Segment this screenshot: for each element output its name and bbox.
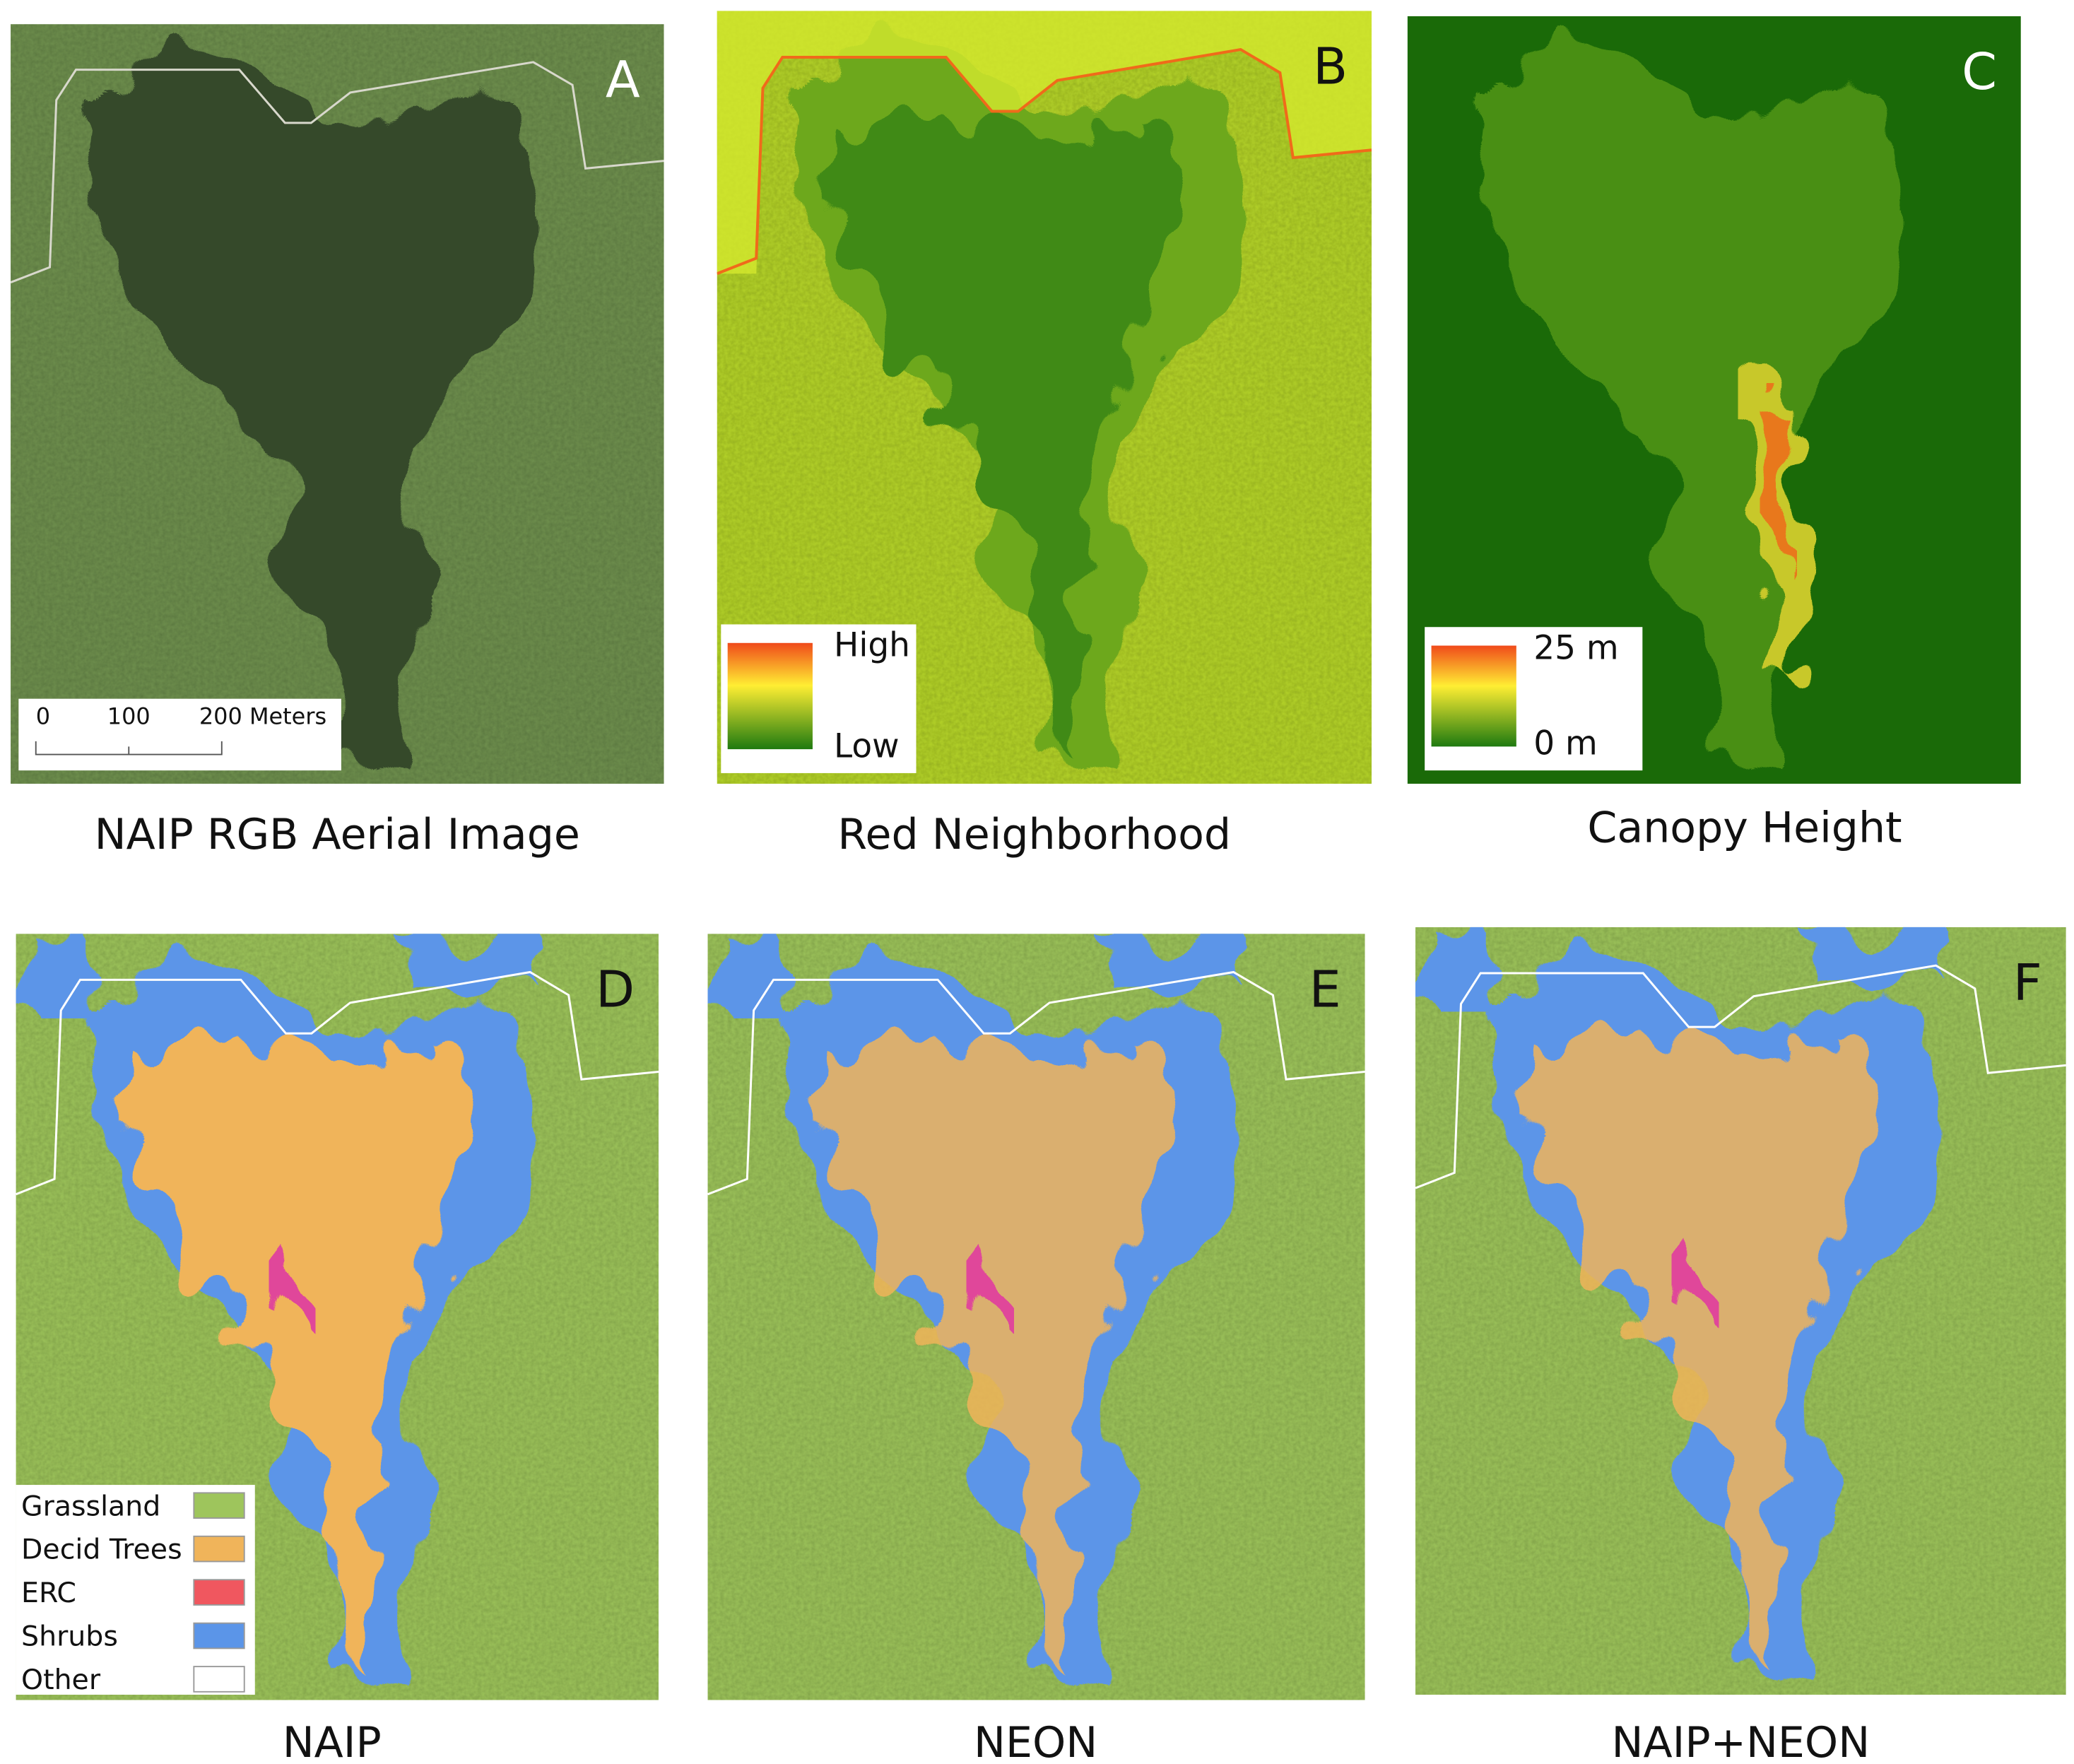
- panel-caption: Canopy Height: [1587, 804, 1902, 853]
- map-panel: F NAIP+NEON: [1415, 927, 2066, 1764]
- map-image: [11, 24, 664, 784]
- road: [16, 972, 659, 1194]
- scale-bar: 0 100 200 Meters: [18, 698, 341, 771]
- legend-swatch: [193, 1535, 245, 1563]
- legend-swatch: [193, 1666, 245, 1693]
- decid-trees: [1519, 1019, 1884, 1641]
- shrub-patch: [707, 934, 1234, 1011]
- legend-low: 0 m: [1533, 724, 1598, 763]
- map-image: [707, 934, 1365, 1700]
- panel-caption: NAIP RGB Aerial Image: [95, 810, 580, 859]
- panel-letter: F: [2013, 953, 2042, 1012]
- color-ramp: [1431, 645, 1516, 747]
- panel-caption: NEON: [974, 1718, 1097, 1764]
- road: [717, 49, 1372, 274]
- map-layer: [717, 11, 1372, 761]
- legend-label: Other: [21, 1664, 101, 1696]
- map-panel: A NAIP RGB Aerial Image: [11, 24, 664, 859]
- scale-label: 200 Meters: [199, 702, 326, 729]
- decid-trees: [813, 1025, 1182, 1647]
- gradient-legend: 25 m 0 m: [1425, 627, 1643, 771]
- map-panel: B Red Neighborhood: [717, 11, 1372, 859]
- map-image: [717, 11, 1372, 784]
- land-cover-legend: Grassland Decid Trees ERC Shrubs Other: [16, 1485, 255, 1696]
- scale-label: 100: [107, 702, 151, 729]
- decid-trees: [119, 1025, 479, 1647]
- shrub-patch: [1415, 927, 1936, 1004]
- scale-box: [18, 698, 341, 771]
- legend-swatch: [193, 1622, 245, 1650]
- map-layer: [1468, 62, 1899, 761]
- panel-caption: Red Neighborhood: [837, 810, 1231, 859]
- erc: [970, 1240, 1011, 1333]
- legend-high: 25 m: [1533, 628, 1618, 667]
- map-layer: [16, 934, 659, 1677]
- erc: [1675, 1234, 1715, 1327]
- erc: [273, 1240, 312, 1333]
- panel-letter: D: [596, 960, 635, 1019]
- map-layer: [1415, 927, 2066, 1672]
- shrub-patch: [16, 934, 531, 1011]
- map-layer: [707, 934, 1365, 1677]
- road: [708, 972, 1365, 1194]
- map-image: [1415, 927, 2066, 1695]
- legend-low: Low: [834, 727, 900, 765]
- panel-letter: C: [1962, 42, 1997, 101]
- road: [11, 62, 664, 283]
- scale-label: 0: [36, 702, 50, 729]
- canopy: [1468, 62, 1899, 761]
- legend-swatch: [193, 1492, 245, 1519]
- legend-swatch: [193, 1579, 245, 1606]
- legend-label: ERC: [21, 1577, 76, 1609]
- canopy-tall: [1763, 399, 1794, 569]
- panel-letter: E: [1309, 960, 1341, 1019]
- road-upper: [717, 11, 1372, 274]
- forest-core: [821, 103, 1189, 730]
- panel-letter: A: [606, 51, 640, 110]
- panel-caption: NAIP: [283, 1718, 382, 1764]
- legend-high: High: [834, 626, 910, 665]
- forest: [76, 69, 534, 761]
- gradient-legend: High Low: [721, 624, 917, 773]
- scale-line: [35, 741, 223, 755]
- legend-label: Shrubs: [21, 1621, 118, 1653]
- map-layer: [11, 62, 664, 761]
- map-panel: E NEON: [707, 934, 1365, 1764]
- color-ramp: [727, 642, 813, 750]
- panel-caption: NAIP+NEON: [1612, 1718, 1870, 1764]
- legend-label: Decid Trees: [21, 1534, 182, 1566]
- legend-label: Grassland: [21, 1490, 160, 1522]
- panel-letter: B: [1313, 37, 1348, 96]
- road: [1415, 965, 2066, 1188]
